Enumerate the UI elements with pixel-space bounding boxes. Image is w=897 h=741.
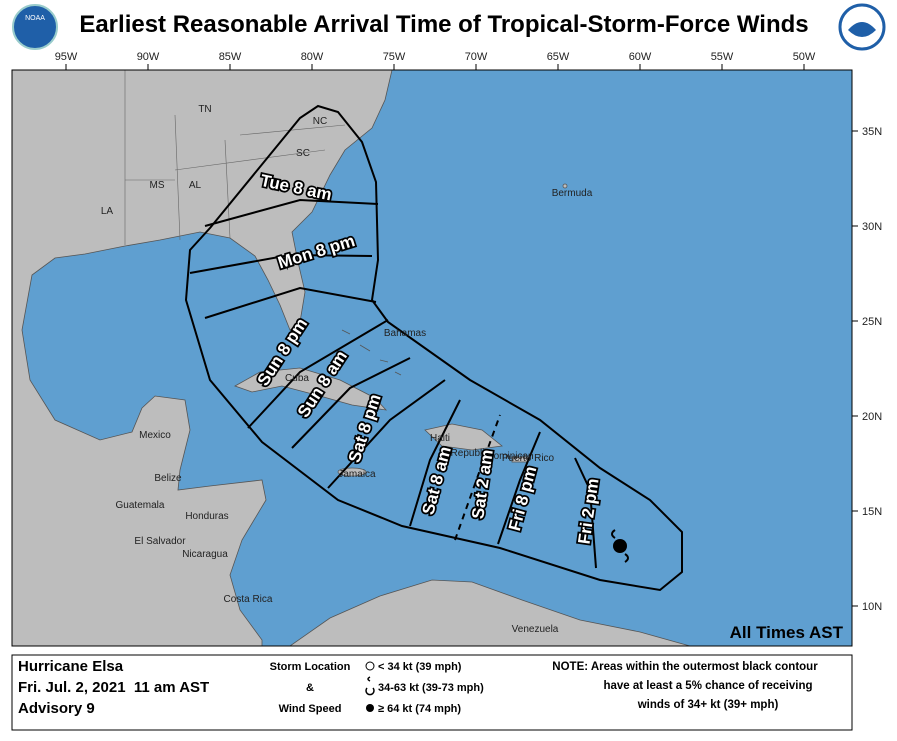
legend-title: Storm Location [270, 661, 351, 673]
legend-item: < 34 kt (39 mph) [378, 661, 462, 673]
lon-label: 65W [547, 51, 570, 63]
footer-note: winds of 34+ kt (39+ mph) [637, 699, 779, 711]
contour-tue-8am [204, 198, 379, 227]
logo-text: NOAA [25, 15, 45, 22]
lat-label: 30N [862, 221, 882, 233]
footer-box [11, 654, 853, 731]
lat-label: 35N [862, 126, 882, 138]
place-label: Mexico [139, 430, 171, 441]
lat-label: 25N [862, 316, 882, 328]
place-label: MS [150, 180, 165, 191]
place-label: Dominican [486, 451, 533, 462]
legend-symbol-ts [365, 661, 375, 671]
lat-label: 10N [862, 601, 882, 613]
contour-fri-8pm [497, 431, 541, 545]
place-label: Bahamas [384, 328, 426, 339]
place-label: Honduras [185, 511, 228, 522]
legend-symbol-ts-storm [365, 676, 375, 696]
place-label: Nicaragua [182, 549, 228, 560]
place-label: Republic [451, 448, 490, 459]
place-label: LA [101, 206, 114, 217]
lon-label: 80W [301, 51, 324, 63]
lon-label: 85W [219, 51, 242, 63]
land-north-central-america [12, 70, 393, 646]
footer-note: have at least a 5% chance of receiving [603, 680, 812, 692]
place-label: Haiti [430, 433, 450, 444]
noaa-logo [12, 4, 58, 50]
place-label: Costa Rica [224, 594, 273, 605]
contour-sun-8pm [204, 286, 377, 319]
contour-sun-8am [247, 319, 389, 429]
contour-fri-2pm [574, 457, 597, 569]
lat-label: 20N [862, 411, 882, 423]
contour-sat-2am [409, 399, 461, 527]
legend-item: ≥ 64 kt (74 mph) [378, 703, 461, 715]
cuba [234, 367, 388, 411]
map [11, 69, 853, 647]
footer-storm: Hurricane Elsa [18, 658, 124, 675]
legend-item: 34-63 kt (39-73 mph) [378, 682, 484, 694]
bermuda [562, 183, 568, 189]
borders [124, 70, 346, 245]
land-south-america [289, 579, 691, 646]
lon-label: 70W [465, 51, 488, 63]
place-label: Puerto Rico [502, 453, 555, 464]
legend-symbol-hurricane [366, 704, 374, 712]
contour-fri-8pm-a [454, 414, 501, 541]
map-frame [11, 69, 853, 647]
footer-date: Fri. Jul. 2, 2021 11 am AST [18, 679, 209, 696]
times-note: All Times AST [730, 623, 844, 642]
lat-label: 15N [862, 506, 882, 518]
contour-mon-8pm [189, 253, 373, 274]
storm-symbol [611, 529, 629, 563]
contour-sat-8pm [291, 357, 411, 449]
place-label: Cuba [285, 373, 309, 384]
footer-note: NOTE: Areas within the outermost black c… [552, 661, 818, 673]
footer-advisory: Advisory 9 [18, 700, 95, 717]
place-label: El Salvador [134, 536, 186, 547]
outer-contour [184, 104, 683, 592]
lon-label: 55W [711, 51, 734, 63]
place-label: Belize [154, 473, 182, 484]
bahamas [341, 329, 402, 376]
nws-logo-mark [848, 22, 876, 37]
legend-title: & [306, 682, 314, 694]
lon-label: 90W [137, 51, 160, 63]
place-label: Venezuela [512, 624, 559, 635]
lon-label: 60W [629, 51, 652, 63]
place-label: Jamaica [338, 469, 376, 480]
lon-label: 75W [383, 51, 406, 63]
lon-label: 50W [793, 51, 816, 63]
place-label: Bermuda [552, 188, 593, 199]
place-label: SC [296, 148, 310, 159]
place-label: AL [189, 180, 202, 191]
place-label: NC [313, 116, 327, 127]
place-label: TN [198, 104, 211, 115]
place-label: Guatemala [116, 500, 165, 511]
legend-title: Wind Speed [279, 703, 342, 715]
title: Earliest Reasonable Arrival Time of Trop… [79, 11, 808, 38]
contour-sat-8am [327, 379, 446, 489]
lon-label: 95W [55, 51, 78, 63]
